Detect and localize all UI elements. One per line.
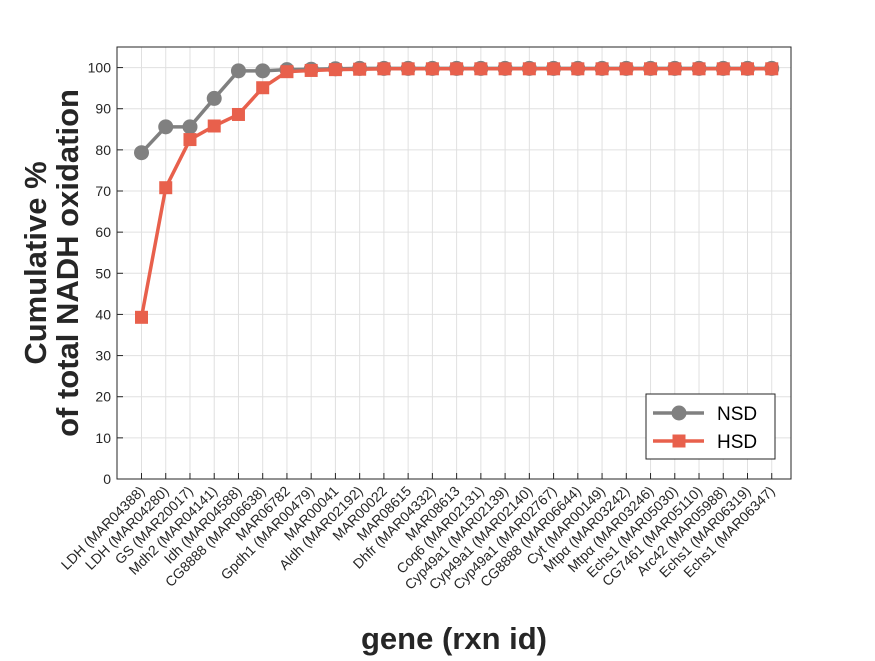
data-point-hsd (183, 133, 197, 147)
data-point-hsd (595, 62, 609, 76)
data-point-nsd (230, 63, 246, 79)
data-point-hsd (280, 65, 294, 79)
data-point-hsd (231, 107, 245, 121)
data-point-hsd (207, 119, 221, 133)
legend-marker-nsd (671, 405, 687, 421)
legend-label-hsd: HSD (717, 432, 757, 453)
y-tick-label: 70 (95, 183, 111, 199)
y-tick-label: 40 (95, 306, 111, 322)
data-point-hsd (377, 62, 391, 76)
data-point-nsd (255, 63, 271, 79)
data-point-nsd (206, 90, 222, 106)
data-point-hsd (304, 63, 318, 77)
data-point-hsd (450, 62, 464, 76)
plot-area (116, 46, 792, 480)
legend-item-nsd: NSD (653, 404, 757, 425)
data-point-hsd (692, 62, 706, 76)
y-tick-label: 80 (95, 142, 111, 158)
data-point-hsd (353, 62, 367, 76)
x-axis-label: gene (rxn id) (361, 621, 547, 656)
data-point-hsd (741, 62, 754, 76)
legend-label-nsd: NSD (717, 404, 757, 425)
y-axis-label-line2: of total NADH oxidation (50, 89, 85, 437)
data-point-hsd (619, 62, 633, 76)
series-group (134, 60, 780, 324)
y-tick-label: 20 (95, 389, 111, 405)
data-point-hsd (668, 62, 682, 76)
y-tick-label: 90 (95, 101, 111, 117)
legend-marker-hsd (672, 434, 686, 448)
y-tick-label: 100 (88, 60, 112, 76)
y-tick-label: 50 (95, 265, 111, 281)
data-point-hsd (159, 181, 173, 195)
data-point-hsd (425, 62, 439, 76)
data-point-hsd (498, 62, 512, 76)
y-tick-label: 10 (95, 430, 111, 446)
data-point-hsd (328, 63, 342, 77)
y-tick-label: 60 (95, 224, 111, 240)
data-point-hsd (644, 62, 658, 76)
legend-item-hsd: HSD (653, 432, 757, 453)
y-axis: 0 10 20 30 40 50 60 70 80 90 100 (88, 60, 123, 487)
data-point-hsd (522, 62, 536, 76)
data-point-hsd (256, 81, 270, 95)
legend-box (645, 393, 776, 460)
data-point-hsd (135, 310, 148, 324)
data-point-hsd (547, 62, 561, 76)
series-hsd (135, 62, 779, 324)
y-tick-label: 0 (103, 471, 111, 487)
legend: NSD HSD (645, 393, 776, 460)
x-axis: LDH (MAR04388)LDH (MAR04280)GS (MAR20017… (58, 473, 778, 593)
data-point-nsd (182, 119, 198, 135)
data-point-nsd (158, 119, 174, 135)
data-point-nsd (134, 145, 149, 161)
data-point-hsd (716, 62, 730, 76)
data-point-hsd (474, 62, 488, 76)
data-point-hsd (765, 62, 779, 76)
data-point-hsd (571, 62, 585, 76)
y-tick-label: 30 (95, 348, 111, 364)
data-point-hsd (401, 62, 415, 76)
y-axis-label-line1: Cumulative % (18, 161, 53, 364)
